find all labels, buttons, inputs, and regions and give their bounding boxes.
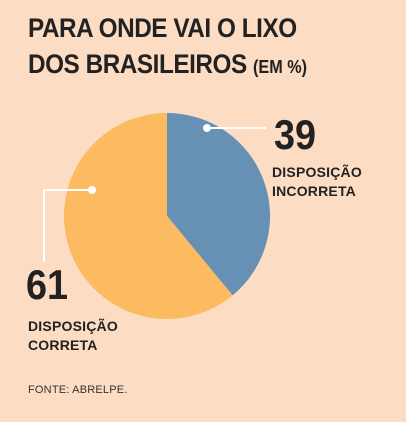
correta-marker-dot <box>88 186 96 194</box>
value-label-correta: 61 <box>26 261 69 308</box>
title-line-2-wrap: DOS BRASILEIROS (EM %) <box>28 46 361 85</box>
correta-leader-line <box>43 189 92 262</box>
pie-slice-correta <box>64 113 233 319</box>
category-label-incorreta-line2: INCORRETA <box>272 183 356 199</box>
title-unit: (EM %) <box>253 57 308 77</box>
title-line-2: DOS BRASILEIROS <box>28 49 247 79</box>
incorreta-marker-dot <box>203 124 211 132</box>
chart-title: PARA ONDE VAI O LIXO DOS BRASILEIROS (EM… <box>28 10 361 85</box>
category-label-correta-line2: CORRETA <box>28 337 98 353</box>
category-label-correta-line1: DISPOSIÇÃO <box>28 318 118 334</box>
title-line-1: PARA ONDE VAI O LIXO <box>28 13 297 43</box>
pie-slice-incorreta <box>167 113 271 296</box>
category-label-correta: DISPOSIÇÃO CORRETA <box>28 317 118 355</box>
category-label-incorreta-line1: DISPOSIÇÃO <box>272 164 362 180</box>
source-note: FONTE: ABRELPE. <box>28 384 128 396</box>
category-label-incorreta: DISPOSIÇÃO INCORRETA <box>272 163 362 201</box>
value-label-incorreta: 39 <box>274 111 317 158</box>
